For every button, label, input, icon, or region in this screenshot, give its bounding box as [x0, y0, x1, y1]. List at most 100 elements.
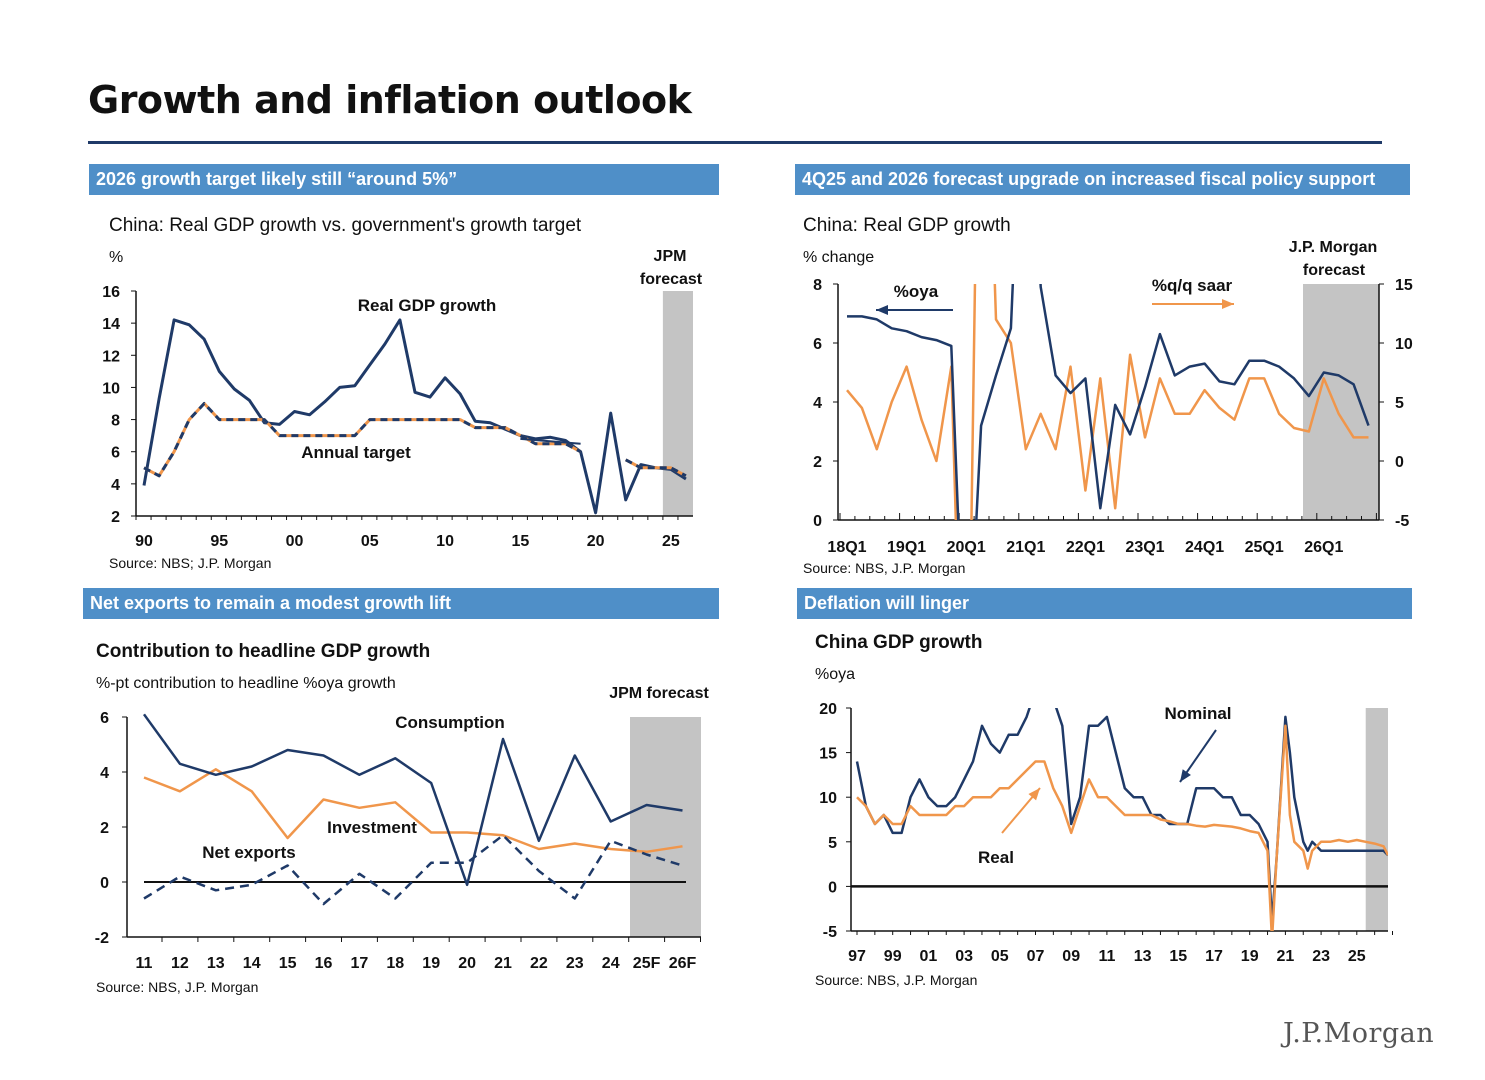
chart1-annotation-target: Annual target: [301, 443, 411, 462]
chart3-x-tick-label: 22: [530, 955, 548, 972]
chart1-y-tick-label: 4: [111, 477, 120, 494]
panel-header-bottom-left: Net exports to remain a modest growth li…: [83, 588, 719, 619]
chart1-annotation-gdp: Real GDP growth: [358, 296, 497, 315]
chart4-y-tick-label: 0: [828, 879, 837, 896]
chart2-x-tick-label: 19Q1: [887, 539, 926, 556]
chart3-x-tick-label: 26F: [669, 955, 697, 972]
chart3-x-tick-label: 11: [136, 955, 153, 972]
chart4-y-tick-label: -5: [823, 924, 837, 941]
chart4-x-tick-label: 15: [1169, 948, 1187, 965]
chart2-x-tick-label: 22Q1: [1066, 539, 1105, 556]
chart1-y-tick-label: 8: [111, 413, 120, 430]
jpmorgan-logo: J.P.Morgan: [1283, 1018, 1435, 1049]
chart1-x-tick-label: 10: [436, 533, 454, 550]
chart1-forecast-label: JPM: [654, 248, 687, 265]
chart1-series-trend: [520, 437, 581, 445]
chart3-series-netexports: [143, 834, 683, 906]
chart2-x-tick-label: 23Q1: [1125, 539, 1164, 556]
chart3-x-tick-label: 25F: [633, 955, 661, 972]
chart3-title: Contribution to headline GDP growth: [96, 641, 430, 662]
chart2-annotation-qq: %q/q saar: [1152, 276, 1233, 295]
chart1-y-tick-label: 10: [102, 380, 120, 397]
chart2-y-tick-label-left: 4: [813, 395, 822, 412]
chart4-x-tick-label: 25: [1348, 948, 1366, 965]
chart4-x-tick-label: 99: [884, 948, 902, 965]
chart3-annotation-netexports: Net exports: [202, 843, 296, 862]
chart3-x-tick-label: 13: [207, 955, 225, 972]
panel-header-bottom-right: Deflation will linger: [797, 588, 1412, 619]
chart1-source: Source: NBS; J.P. Morgan: [109, 555, 271, 571]
chart2-source: Source: NBS, J.P. Morgan: [803, 560, 965, 576]
chart2-y-tick-label-right: 5: [1395, 395, 1404, 412]
chart3-source: Source: NBS, J.P. Morgan: [96, 979, 258, 995]
chart2-x-tick-label: 21Q1: [1006, 539, 1045, 556]
chart1-x-tick-label: 00: [286, 533, 304, 550]
chart1-title: China: Real GDP growth vs. government's …: [109, 215, 582, 236]
chart3-x-tick-label: 23: [566, 955, 584, 972]
chart1-series-gdp: [142, 318, 687, 515]
chart1-ylabel: %: [109, 249, 123, 266]
chart3-x-tick-label: 12: [171, 955, 189, 972]
chart3-annotation-investment: Investment: [327, 818, 417, 837]
chart2-y-tick-label-right: 10: [1395, 336, 1413, 353]
chart1-series-target-base: [143, 402, 582, 478]
chart4-x-tick-label: 11: [1098, 948, 1115, 965]
chart4-x-tick-label: 03: [955, 948, 973, 965]
panel-header-top-left: 2026 growth target likely still “around …: [89, 164, 719, 195]
chart4-x-tick-label: 01: [920, 948, 938, 965]
chart1-forecast-band: [662, 291, 693, 516]
chart3-x-tick-label: 21: [494, 955, 512, 972]
chart1-x-tick-label: 25: [662, 533, 680, 550]
chart4-x-tick-label: 07: [1027, 948, 1045, 965]
chart1-y-tick-label: 6: [111, 445, 120, 462]
chart3-y-tick-label: 6: [100, 710, 109, 727]
chart2-y-tick-label-right: 0: [1395, 454, 1404, 471]
chart2-y-tick-label-left: 8: [813, 277, 822, 294]
chart1-x-tick-label: 90: [135, 533, 153, 550]
chart2-arrow-qq-head: [1222, 299, 1234, 309]
chart1-series-target: [624, 458, 687, 478]
chart2-title: China: Real GDP growth: [803, 215, 1011, 236]
chart1-x-tick-label: 15: [511, 533, 529, 550]
chart4-forecast-band: [1365, 708, 1388, 931]
chart3-x-tick-label: 20: [458, 955, 476, 972]
chart3-annotation-consumption: Consumption: [395, 713, 505, 732]
chart1-y-tick-label: 2: [111, 509, 120, 526]
chart4-y-tick-label: 10: [819, 790, 837, 807]
chart2-x-tick-label: 18Q1: [827, 539, 866, 556]
chart4-source: Source: NBS, J.P. Morgan: [815, 972, 977, 988]
chart3-x-tick-label: 14: [243, 955, 261, 972]
chart1-y-tick-label: 16: [102, 284, 120, 301]
chart2-y-tick-label-right: -5: [1395, 513, 1409, 530]
chart1-y-tick-label: 14: [102, 316, 120, 333]
chart3-x-tick-label: 19: [422, 955, 440, 972]
chart2-forecast-label: J.P. Morgan: [1289, 239, 1378, 256]
chart2-ylabel: % change: [803, 249, 874, 266]
chart3-series-investment: [143, 768, 683, 854]
chart3-series-consumption: [142, 713, 683, 887]
chart2-annotation-oya: %oya: [894, 282, 939, 301]
chart1-forecast-label: forecast: [640, 271, 703, 288]
chart4-arrow-nominal-head: [1180, 769, 1191, 782]
chart4-x-tick-label: 23: [1312, 948, 1330, 965]
chart4-x-tick-label: 13: [1134, 948, 1152, 965]
chart3-y-tick-label: 2: [100, 820, 109, 837]
chart2-forecast-band: [1303, 284, 1379, 520]
chart4-x-tick-label: 21: [1277, 948, 1295, 965]
chart3-y-tick-label: 4: [100, 765, 109, 782]
chart4-arrow-real-head: [1028, 788, 1040, 801]
chart1-y-tick-label: 12: [102, 348, 120, 365]
chart2-x-tick-label: 20Q1: [947, 539, 986, 556]
chart1-x-tick-label: 95: [210, 533, 228, 550]
chart1-x-tick-label: 20: [587, 533, 605, 550]
chart3-forecast-band: [630, 717, 701, 937]
chart3-y-tick-label: -2: [95, 930, 109, 947]
chart3-x-tick-label: 17: [351, 955, 369, 972]
chart4-title: China GDP growth: [815, 632, 982, 653]
chart2-series-oya: [847, 284, 1370, 520]
chart2-y-tick-label-left: 6: [813, 336, 822, 353]
chart3-x-tick-label: 18: [386, 955, 404, 972]
chart4-x-tick-label: 05: [991, 948, 1009, 965]
chart2-x-tick-label: 26Q1: [1304, 539, 1343, 556]
chart3-x-tick-label: 15: [279, 955, 297, 972]
